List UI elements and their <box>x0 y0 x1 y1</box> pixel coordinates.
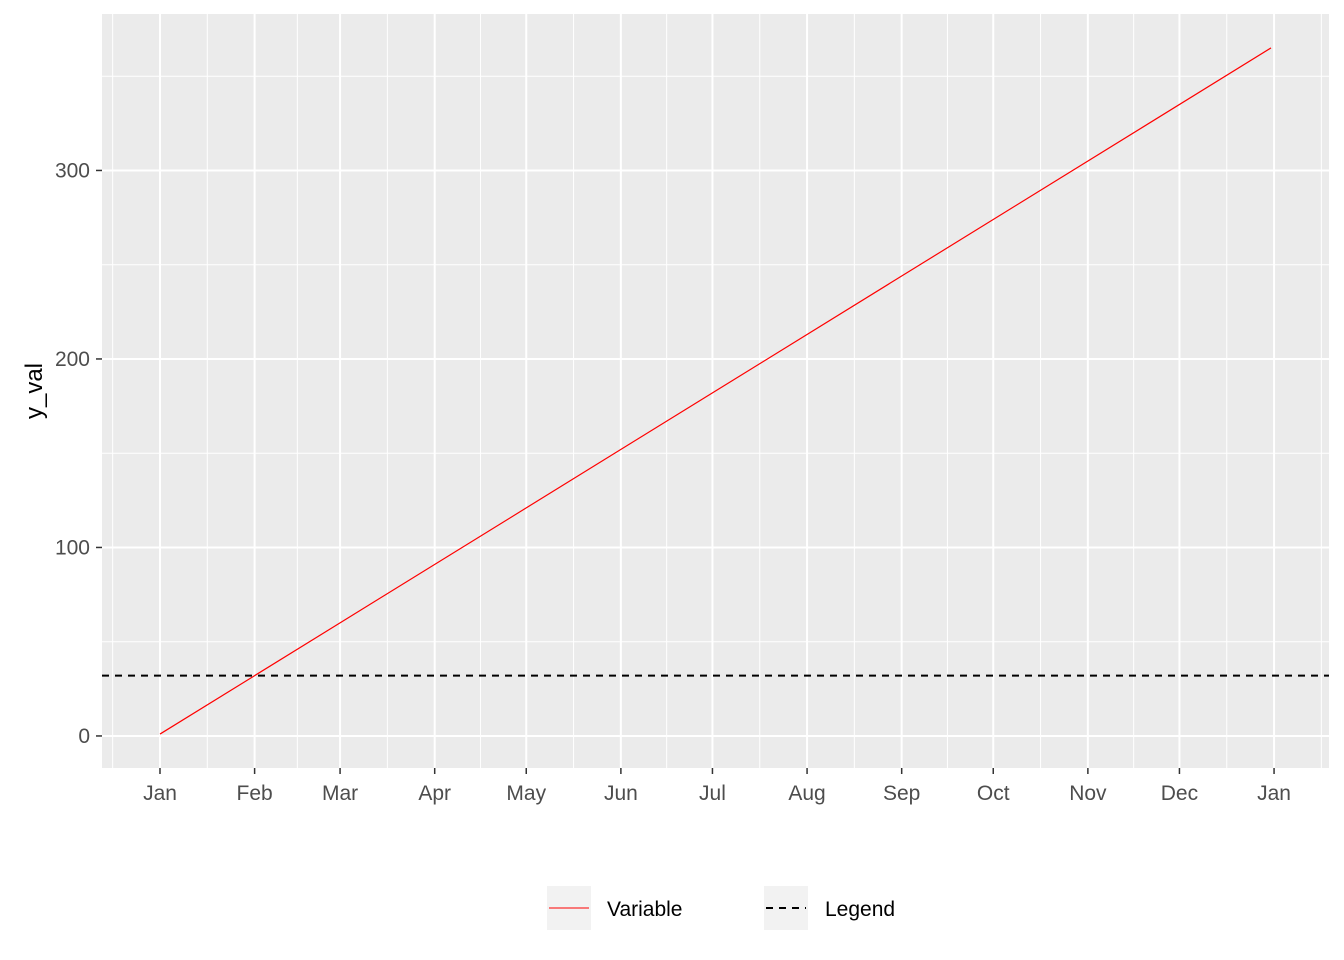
x-tick-label: Jan <box>1257 782 1291 805</box>
legend-label-variable: Variable <box>607 898 683 921</box>
x-tick-label: Nov <box>1069 782 1107 805</box>
x-tick-label: Jun <box>604 782 638 805</box>
series-line-variable <box>159 47 1272 735</box>
grid-major <box>102 14 1329 768</box>
grid-minor <box>102 14 1329 768</box>
series-layer <box>102 47 1329 735</box>
y-tick-label: 300 <box>55 159 90 182</box>
y-tick-label: 0 <box>78 725 90 748</box>
legend: Variable Legend <box>547 886 895 930</box>
x-tick-label: Apr <box>418 782 451 805</box>
x-axis: Jan Feb Mar Apr May Jun Jul Aug Sep Oct Nov Dec Jan <box>143 768 1291 805</box>
x-tick-label: Dec <box>1161 782 1198 805</box>
y-tick-label: 200 <box>55 348 90 371</box>
x-tick-label: May <box>506 782 546 805</box>
y-tick-label: 100 <box>55 536 90 559</box>
y-axis-title: y_val <box>21 363 48 419</box>
x-tick-label: Aug <box>788 782 825 805</box>
x-tick-label: Oct <box>977 782 1010 805</box>
y-axis: 0 100 200 300 <box>55 159 102 748</box>
x-tick-label: Jan <box>143 782 177 805</box>
x-tick-label: Jul <box>699 782 726 805</box>
x-tick-label: Mar <box>322 782 358 805</box>
x-tick-label: Feb <box>237 782 273 805</box>
legend-label-legend: Legend <box>825 898 895 921</box>
x-tick-label: Sep <box>883 782 920 805</box>
